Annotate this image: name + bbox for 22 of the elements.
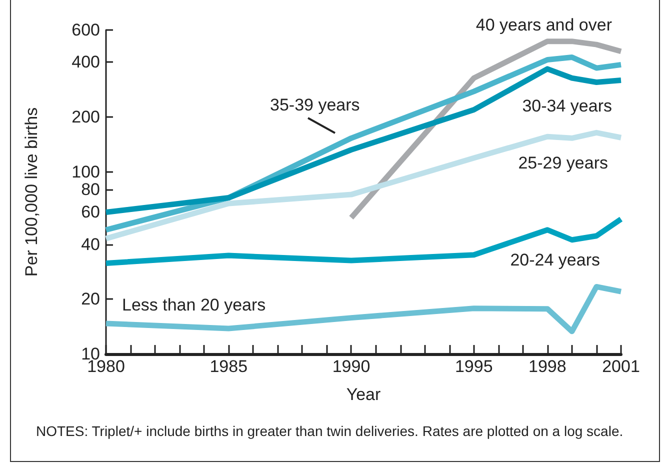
x-tick-label: 1985	[210, 357, 248, 376]
x-tick-label: 2001	[602, 357, 640, 376]
series-label: 30-34 years	[522, 96, 612, 116]
y-axis-title: Per 100,000 live births	[22, 107, 41, 277]
series-label: 25-29 years	[518, 154, 608, 172]
x-tick-label: 1998	[528, 357, 566, 376]
y-tick-label: 200	[72, 107, 100, 126]
x-tick-label: 1990	[332, 357, 370, 376]
y-tick-label: 100	[72, 162, 100, 182]
series-label: Less than 20 years	[122, 296, 266, 314]
series-label: 20-24 years	[510, 250, 600, 270]
y-tick-label: 20	[81, 290, 100, 309]
y-tick-label: 400	[72, 52, 100, 72]
series-label: 35-39 years	[270, 96, 360, 114]
y-tick-label: 60	[81, 202, 100, 222]
y-tick-label: 600	[72, 20, 100, 40]
x-tick-label: 1995	[454, 357, 493, 376]
x-axis-title: Year	[346, 385, 382, 404]
y-tick-label: 80	[81, 180, 100, 199]
y-tick-label: 40	[81, 234, 100, 254]
text: NOTES: Triplet/+ include births in greater than twin deliveries. Rates are plotted on a log scale.	[36, 422, 624, 440]
series-label: 40 years and over	[476, 16, 612, 34]
